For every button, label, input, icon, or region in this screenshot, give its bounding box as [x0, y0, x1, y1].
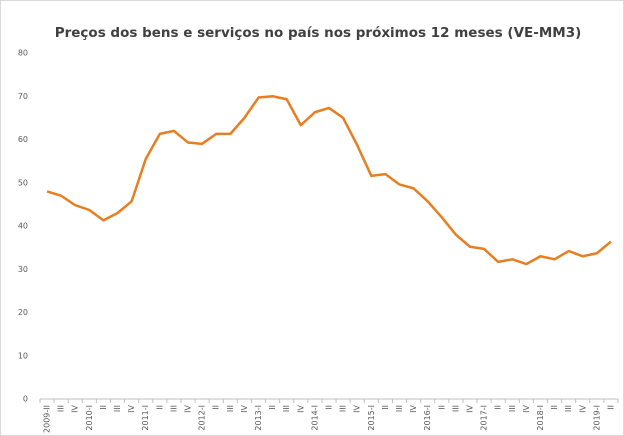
- x-tick-label: 2017-I: [480, 405, 489, 431]
- x-tick-label: 2016-I: [423, 405, 432, 431]
- x-tick-label: II: [325, 405, 334, 410]
- y-tick-label: 10: [18, 351, 28, 360]
- x-tick-label: IV: [522, 404, 531, 412]
- x-tick-label: III: [282, 405, 291, 412]
- x-tick-label: III: [113, 405, 122, 412]
- y-tick-label: 20: [18, 308, 28, 317]
- y-tick-label: 30: [18, 265, 28, 274]
- x-tick-label: 2018-I: [536, 405, 545, 431]
- x-tick-label: IV: [465, 404, 474, 412]
- x-tick-label: III: [395, 405, 404, 412]
- x-tick-label: 2015-I: [367, 405, 376, 431]
- x-tick-label: II: [381, 405, 390, 410]
- x-tick-label: III: [226, 405, 235, 412]
- x-tick-label: II: [494, 405, 503, 410]
- x-tick-label: III: [339, 405, 348, 412]
- x-tick-label: IV: [409, 404, 418, 412]
- y-tick-label: 40: [18, 222, 28, 231]
- x-tick-label: III: [508, 405, 517, 412]
- y-tick-label: 60: [18, 135, 28, 144]
- y-tick-label: 80: [18, 49, 28, 58]
- x-tick-label: II: [212, 405, 221, 410]
- x-tick-label: II: [437, 405, 446, 410]
- y-tick-label: 0: [23, 395, 28, 404]
- x-tick-label: 2012-I: [198, 405, 207, 431]
- x-tick-label: II: [606, 405, 615, 410]
- chart-title: Preços dos bens e serviços no país nos p…: [55, 25, 582, 41]
- y-tick-label: 70: [18, 92, 28, 101]
- x-tick-label: 2011-I: [141, 405, 150, 431]
- x-tick-label: IV: [353, 404, 362, 412]
- x-tick-label: II: [99, 405, 108, 410]
- x-tick-label: III: [57, 405, 66, 412]
- x-tick-label: IV: [296, 404, 305, 412]
- y-tick-label: 50: [18, 178, 28, 187]
- x-tick-label: IV: [184, 404, 193, 412]
- x-tick-label: 2010-I: [85, 405, 94, 431]
- x-tick-label: 2014-I: [310, 405, 319, 431]
- line-series: [46, 95, 612, 266]
- x-tick-label: IV: [127, 404, 136, 412]
- x-tick-label: II: [155, 405, 164, 410]
- x-tick-label: III: [169, 405, 178, 412]
- x-tick-label: IV: [71, 404, 80, 412]
- x-tick-label: II: [268, 405, 277, 410]
- x-tick-label: III: [564, 405, 573, 412]
- x-tick-label: 2019-I: [592, 405, 601, 431]
- x-tick-label: II: [550, 405, 559, 410]
- x-tick-label: IV: [578, 404, 587, 412]
- x-tick-label: 2013-I: [254, 405, 263, 431]
- x-tick-label: III: [451, 405, 460, 412]
- x-tick-label: IV: [240, 404, 249, 412]
- x-tick-label: 2009-II: [43, 405, 52, 433]
